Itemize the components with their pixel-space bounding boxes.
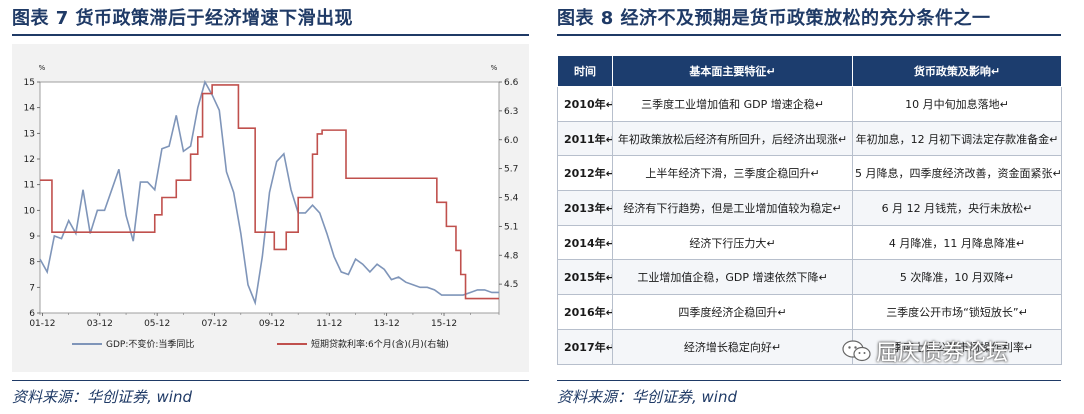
left-axis-tick-label: 11: [24, 181, 35, 191]
source-note: 资料来源：华创证券, wind: [557, 388, 738, 406]
table-row: 2012年↵ 上半年经济下滑，三季度企稳回升↵ 5 月降息，四季度经济改善，资金面紧…: [557, 155, 1062, 192]
right-axis-tick-label: 6.3: [504, 107, 518, 117]
x-axis-tick-label: 07-12: [201, 319, 227, 329]
watermark-text: 屈庆债券论坛: [876, 341, 1009, 366]
legend-label: 短期贷款利率:6个月(含)(月)(右轴): [311, 338, 449, 350]
bottom-rule: [12, 380, 529, 381]
feature-cell: 工业增加值企稳，GDP 增速依然下降↵: [612, 259, 853, 296]
right-axis-tick-label: 4.5: [504, 280, 518, 290]
right-figure-panel: 图表 8 经济不及预期是货币政策放松的充分条件之一 时间 基本面主要特征↵ 货币…: [555, 0, 1084, 414]
left-axis-tick-label: 13: [24, 129, 35, 139]
x-axis-tick-label: 11-12: [316, 319, 342, 329]
feature-cell: 经济下行压力大↵: [612, 224, 853, 261]
x-axis-tick-label: 15-12: [431, 319, 457, 329]
bottom-rule: [557, 380, 1061, 381]
left-axis-tick-label: 8: [29, 258, 35, 268]
year-cell: 2016年↵: [557, 294, 613, 330]
feature-cell: 三季度工业增加值和 GDP 增速企稳↵: [612, 86, 853, 122]
table-row: 2011年↵ 年初政策放松后经济有所回升，后经济出现涨↵ 年初加息，12 月初下调法…: [557, 120, 1062, 157]
x-axis-tick-label: 05-12: [144, 319, 170, 329]
wechat-icon: [842, 340, 871, 362]
x-axis-tick-label: 13-12: [374, 319, 400, 329]
legend-label: GDP:不变价:当季同比: [106, 338, 194, 350]
year-cell: 2013年↵: [557, 190, 613, 226]
right-axis-tick-label: 6.6: [504, 78, 519, 88]
year-cell: 2014年↵: [557, 224, 613, 261]
table-row: 2017年↵ 经济增长稳定向好↵ 一季度上调公开市场操作利率↵: [557, 328, 1062, 365]
title-rule: [557, 34, 1061, 36]
line-chart: 6 7 8 9 10 11 12 13 14 15% 4.5 4.8 5.1 5.4 5.7 6.0 6.3 6.…: [12, 44, 529, 372]
series-line-gdp: [39, 79, 499, 306]
series-line-loan-rate: [40, 84, 499, 300]
left-axis-tick-label: 15: [24, 78, 35, 88]
table-row: 2015年↵ 工业增加值企稳，GDP 增速依然下降↵ 5 次降准，10 月双降↵: [557, 259, 1062, 296]
policy-cell: 5 次降准，10 月双降↵: [852, 259, 1062, 296]
chart-svg: 6 7 8 9 10 11 12 13 14 15% 4.5 4.8 5.1 5.4 5.7 6.0 6.3 6.…: [24, 64, 519, 350]
figure-7-title: 图表 7 货币政策滞后于经济增速下滑出现: [12, 8, 354, 29]
policy-cell: 10 月中旬加息落地↵: [852, 86, 1062, 122]
year-cell: 2012年↵: [557, 155, 613, 192]
column-header-time: 时间: [557, 55, 613, 87]
left-figure-panel: 图表 7 货币政策滞后于经济增速下滑出现 6 7 8 9 10 11 12 13 14 15% 4.…: [0, 0, 535, 414]
policy-cell: 三季度公开市场“锁短放长”↵: [852, 294, 1062, 330]
left-axis-tick-label: 10: [24, 206, 36, 216]
figure-8-title: 图表 8 经济不及预期是货币政策放松的充分条件之一: [557, 8, 991, 29]
right-axis-tick-label: 5.1: [504, 222, 518, 232]
x-axis-tick-label: 03-12: [87, 319, 113, 329]
right-axis-tick-label: 5.7: [504, 165, 518, 175]
table-row: 2013年↵ 经济有下行趋势，但是工业增加值较为稳定↵ 6 月 12 月钱荒，央行未…: [557, 190, 1062, 226]
title-rule: [12, 34, 529, 36]
x-axis-tick-label: 01-12: [29, 319, 55, 329]
policy-cell: 年初加息，12 月初下调法定存款准备金↵: [852, 120, 1062, 157]
right-axis-tick-label: 4.8: [504, 251, 519, 261]
right-axis-tick-label: 5.4: [504, 194, 519, 204]
column-header-policy: 货币政策及影响↵: [852, 55, 1062, 87]
left-axis-tick-label: 14: [24, 104, 36, 114]
left-axis-tick-label: 9: [29, 232, 35, 242]
left-axis-tick-label: 12: [24, 155, 35, 165]
policy-cell: 6 月 12 月钱荒，央行未放松↵: [852, 190, 1062, 226]
table-header-row: 时间 基本面主要特征↵ 货币政策及影响↵: [557, 55, 1062, 87]
policy-cell: 5 月降息，四季度经济改善，资金面紧张↵: [852, 155, 1062, 192]
column-header-feature: 基本面主要特征↵: [612, 55, 853, 87]
left-axis-unit: %: [39, 64, 46, 72]
left-axis-tick-label: 6: [29, 309, 35, 319]
right-axis-tick-label: 6.0: [504, 136, 519, 146]
table-row: 2010年↵ 三季度工业增加值和 GDP 增速企稳↵ 10 月中旬加息落地↵: [557, 86, 1062, 122]
left-axis-tick-label: 7: [29, 283, 35, 293]
year-cell: 2017年↵: [557, 328, 613, 365]
source-note: 资料来源：华创证券, wind: [12, 388, 193, 406]
feature-cell: 经济增长稳定向好↵: [612, 328, 853, 365]
right-axis-unit: %: [491, 64, 498, 72]
year-cell: 2010年↵: [557, 86, 613, 122]
x-axis-tick-label: 09-12: [259, 319, 285, 329]
feature-cell: 上半年经济下滑，三季度企稳回升↵: [612, 155, 853, 192]
feature-cell: 年初政策放松后经济有所回升，后经济出现涨↵: [612, 120, 853, 157]
year-cell: 2011年↵: [557, 120, 613, 157]
policy-table: 时间 基本面主要特征↵ 货币政策及影响↵ 2010年↵ 三季度工业增加值和 GDP…: [557, 55, 1062, 365]
year-cell: 2015年↵: [557, 259, 613, 296]
policy-cell: 4 月降准，11 月降息降准↵: [852, 224, 1062, 261]
policy-cell: 一季度上调公开市场操作利率↵: [852, 328, 1062, 365]
table-row: 2016年↵ 四季度经济企稳回升↵ 三季度公开市场“锁短放长”↵: [557, 294, 1062, 330]
feature-cell: 四季度经济企稳回升↵: [612, 294, 853, 330]
table-row: 2014年↵ 经济下行压力大↵ 4 月降准，11 月降息降准↵: [557, 224, 1062, 261]
feature-cell: 经济有下行趋势，但是工业增加值较为稳定↵: [612, 190, 853, 226]
